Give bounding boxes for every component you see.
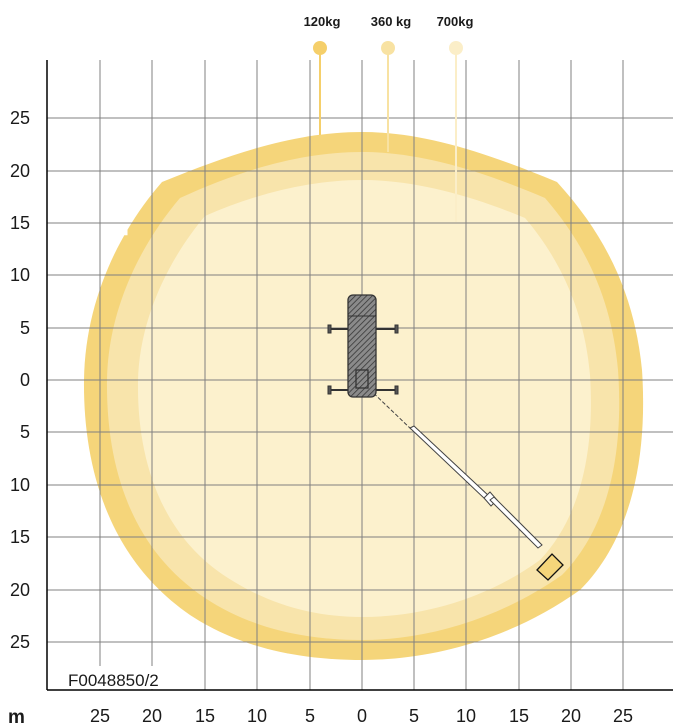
x-tick-label: 5 — [305, 706, 315, 726]
work-platform — [536, 553, 564, 581]
y-tick-label: 15 — [10, 527, 30, 547]
x-tick-label: 15 — [195, 706, 215, 726]
outrigger-pad-front-right — [394, 324, 399, 334]
x-tick-label: 0 — [357, 706, 367, 726]
x-tick-label: 5 — [409, 706, 419, 726]
legend-700kg-label: 700kg — [437, 14, 474, 29]
y-tick-label: 0 — [20, 370, 30, 390]
y-tick-label: 10 — [10, 265, 30, 285]
x-tick-label: 20 — [142, 706, 162, 726]
x-tick-label: 20 — [561, 706, 581, 726]
outrigger-pad-front-left — [327, 324, 332, 334]
x-tick-label: 25 — [90, 706, 110, 726]
legend-360kg-dot — [381, 41, 395, 55]
vehicle-body — [347, 294, 377, 398]
legend-700kg-dot — [449, 41, 463, 55]
outrigger-pad-rear-left — [327, 385, 332, 395]
y-axis-labels: 25 20 15 10 5 0 5 10 15 20 25 — [10, 108, 30, 652]
y-tick-label: 20 — [10, 161, 30, 181]
grid — [47, 60, 673, 690]
drawing-code: F0048850/2 — [68, 671, 159, 690]
zone-700kg-envelope — [137, 180, 591, 617]
drawing-code-box — [48, 666, 166, 689]
y-tick-label: 25 — [10, 632, 30, 652]
x-tick-label: 10 — [247, 706, 267, 726]
boom-reach-line — [364, 384, 413, 431]
y-tick-label: 25 — [10, 108, 30, 128]
legend-120kg-label: 120kg — [304, 14, 341, 29]
y-tick-label: 10 — [10, 475, 30, 495]
legend-360kg-label: 360 kg — [371, 14, 412, 29]
boom-section-upper — [489, 496, 543, 549]
y-tick-label: 5 — [20, 422, 30, 442]
x-tick-label: 15 — [509, 706, 529, 726]
unit-label: m — [8, 707, 25, 728]
x-axis-labels: 25 20 15 10 5 0 5 10 15 20 25 — [90, 706, 633, 726]
turret — [355, 369, 369, 389]
x-tick-label: 10 — [456, 706, 476, 726]
x-tick-label: 25 — [613, 706, 633, 726]
legend-120kg-dot — [313, 41, 327, 55]
boom-arm — [364, 384, 564, 581]
legend: 120kg 360 kg 700kg — [304, 14, 474, 222]
outrigger-pad-rear-right — [394, 385, 399, 395]
vehicle-top-view — [327, 294, 399, 398]
y-tick-label: 5 — [20, 318, 30, 338]
y-tick-label: 20 — [10, 580, 30, 600]
y-tick-label: 15 — [10, 213, 30, 233]
